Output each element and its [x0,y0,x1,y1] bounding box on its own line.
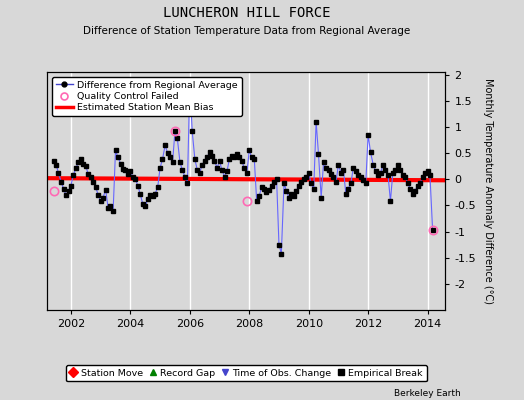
Y-axis label: Monthly Temperature Anomaly Difference (°C): Monthly Temperature Anomaly Difference (… [483,78,493,304]
Text: LUNCHERON HILL FORCE: LUNCHERON HILL FORCE [162,6,330,20]
Text: Difference of Station Temperature Data from Regional Average: Difference of Station Temperature Data f… [83,26,410,36]
Legend: Station Move, Record Gap, Time of Obs. Change, Empirical Break: Station Move, Record Gap, Time of Obs. C… [66,365,427,382]
Text: Berkeley Earth: Berkeley Earth [395,389,461,398]
